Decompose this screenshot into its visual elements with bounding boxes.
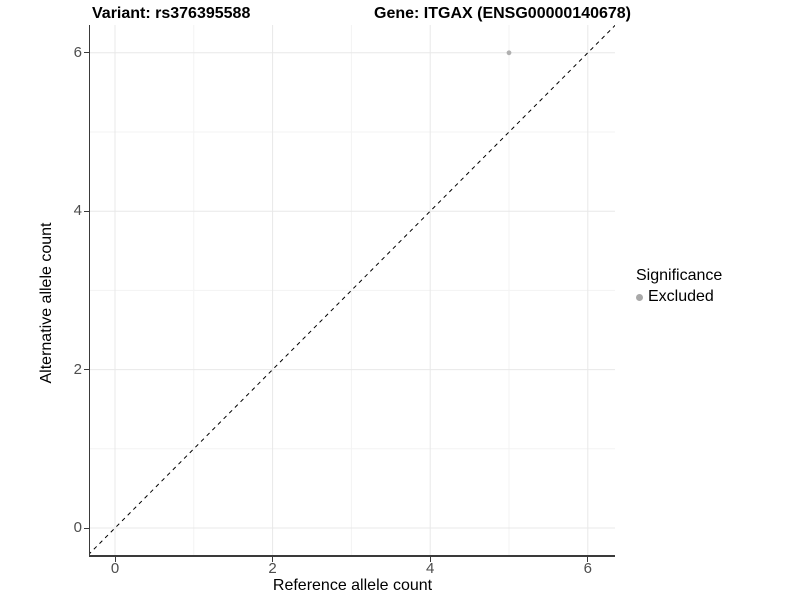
x-tick-mark bbox=[272, 557, 274, 562]
y-tick-label: 4 bbox=[73, 202, 82, 220]
x-tick-mark bbox=[114, 557, 116, 562]
x-tick-mark bbox=[429, 557, 431, 562]
y-tick-mark bbox=[84, 369, 89, 371]
legend-title: Significance bbox=[636, 267, 723, 284]
gene-title: Gene: ITGAX (ENSG00000140678) bbox=[374, 5, 632, 22]
x-tick-label: 2 bbox=[268, 560, 277, 577]
legend-item-label: Excluded bbox=[648, 288, 714, 305]
y-tick-label: 2 bbox=[73, 360, 82, 378]
y-tick-label: 0 bbox=[73, 519, 82, 536]
legend-items: Excluded bbox=[636, 288, 722, 306]
legend-marker-icon bbox=[636, 293, 643, 301]
x-tick-label: 4 bbox=[426, 560, 435, 577]
x-tick-label: 6 bbox=[583, 560, 592, 577]
legend-item: Excluded bbox=[636, 288, 722, 306]
plot-canvas bbox=[90, 25, 615, 555]
x-tick-label: 0 bbox=[110, 560, 120, 577]
x-axis-label: Reference allele count bbox=[272, 577, 433, 594]
y-tick-mark bbox=[84, 527, 89, 529]
data-point bbox=[506, 50, 512, 56]
y-tick-mark bbox=[84, 210, 89, 212]
legend: Significance Excluded bbox=[636, 267, 722, 306]
variant-title: Variant: rs376395588 bbox=[92, 5, 251, 22]
y-tick-label: 6 bbox=[73, 43, 82, 61]
x-tick-mark bbox=[587, 557, 589, 562]
plot-panel bbox=[89, 25, 615, 557]
y-tick-mark bbox=[84, 52, 89, 54]
y-axis-label: Alternative allele count bbox=[38, 222, 55, 384]
